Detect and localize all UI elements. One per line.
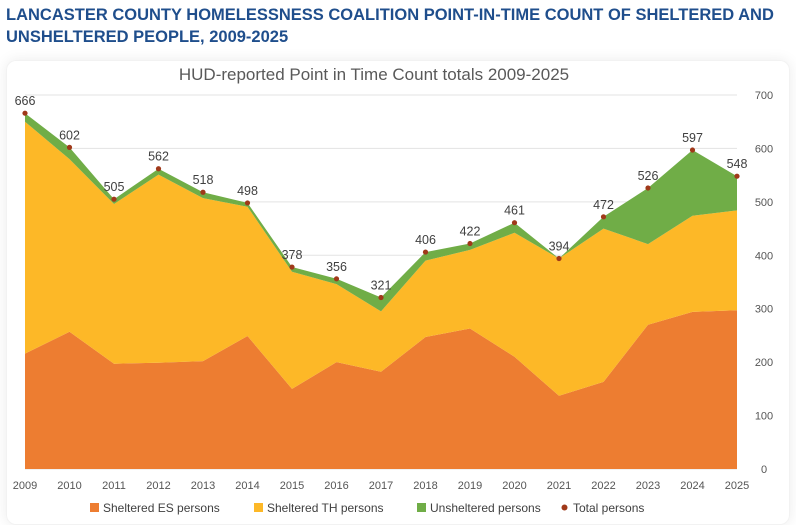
total-marker: [66, 144, 73, 150]
x-tick-label: 2022: [591, 480, 615, 492]
x-tick-label: 2012: [146, 480, 170, 492]
legend-swatch: [254, 503, 263, 512]
legend-label: Sheltered ES persons: [103, 501, 220, 515]
total-data-label: 602: [59, 128, 80, 142]
legend-swatch: [90, 503, 99, 512]
x-tick-label: 2021: [547, 480, 571, 492]
legend-item: Sheltered ES persons: [90, 501, 220, 515]
y-tick-label: 100: [755, 411, 773, 423]
x-tick-label: 2014: [235, 480, 259, 492]
area-sheltered-es-persons: [25, 310, 737, 469]
y-tick-label: 300: [755, 304, 773, 316]
x-tick-label: 2013: [191, 480, 215, 492]
total-data-label: 472: [593, 198, 614, 212]
total-marker: [734, 173, 740, 179]
total-data-label: 505: [104, 180, 125, 194]
legend-label: Unsheltered persons: [430, 501, 541, 515]
stacked-area-chart: HUD-reported Point in Time Count totals …: [13, 65, 773, 515]
series-areas: [25, 113, 737, 469]
total-data-label: 548: [727, 157, 748, 171]
x-tick-label: 2009: [13, 480, 37, 492]
total-marker: [333, 276, 340, 282]
y-tick-label: 600: [755, 143, 773, 155]
heading-line-1: LANCASTER COUNTY HOMELESSNESS COALITION …: [6, 6, 774, 24]
legend-item: Sheltered TH persons: [254, 501, 384, 515]
chart-title: HUD-reported Point in Time Count totals …: [179, 65, 569, 84]
legend: Sheltered ES persons Sheltered TH persons…: [90, 501, 644, 515]
y-tick-label: 700: [755, 90, 773, 102]
total-data-label: 422: [460, 225, 481, 239]
total-data-label: 461: [504, 204, 525, 218]
total-data-label: 378: [282, 248, 303, 262]
x-tick-label: 2023: [636, 480, 660, 492]
total-data-label: 394: [549, 239, 570, 253]
y-tick-label: 0: [761, 464, 767, 476]
heading-line-2: UNSHELTERED PEOPLE, 2009-2025: [6, 28, 289, 46]
x-axis-ticks: 2009 2010 2011 2012 2013 2014 2015 2016 2017 2018…: [13, 480, 749, 492]
x-tick-label: 2019: [458, 480, 482, 492]
total-marker: [200, 189, 206, 195]
total-data-label: 406: [415, 233, 436, 247]
total-marker: [689, 147, 696, 153]
total-marker: [600, 214, 607, 220]
x-tick-label: 2017: [369, 480, 393, 492]
total-marker: [111, 196, 117, 202]
x-tick-label: 2018: [413, 480, 437, 492]
x-tick-label: 2024: [680, 480, 704, 492]
total-data-labels: 666 602 505 562 518 498 378 356 321 406 422 461 394 4…: [15, 94, 748, 292]
y-tick-label: 500: [755, 197, 773, 209]
legend-label: Sheltered TH persons: [267, 501, 384, 515]
total-marker: [556, 255, 562, 262]
total-data-label: 498: [237, 184, 258, 198]
x-tick-label: 2020: [502, 480, 526, 492]
page-heading: LANCASTER COUNTY HOMELESSNESS COALITION …: [6, 4, 790, 48]
total-marker: [467, 240, 473, 247]
total-marker: [155, 166, 162, 172]
legend-swatch: [417, 503, 426, 512]
total-marker: [511, 220, 518, 226]
x-tick-label: 2025: [725, 480, 749, 492]
total-marker: [378, 294, 384, 301]
area-sheltered-th-persons: [25, 121, 737, 396]
total-data-label: 321: [371, 278, 392, 292]
total-data-label: 562: [148, 150, 169, 164]
x-tick-label: 2015: [280, 480, 304, 492]
x-tick-label: 2011: [102, 480, 126, 492]
total-marker: [422, 249, 429, 255]
total-marker: [244, 200, 251, 206]
total-data-label: 597: [682, 131, 703, 145]
y-tick-label: 400: [755, 250, 773, 262]
total-data-label: 526: [638, 169, 659, 183]
total-marker: [645, 185, 651, 191]
x-tick-label: 2016: [324, 480, 348, 492]
legend-item: Total persons: [561, 501, 644, 515]
chart-panel: HUD-reported Point in Time Count totals …: [6, 60, 790, 525]
total-data-label: 518: [193, 173, 214, 187]
legend-marker: [561, 504, 568, 511]
total-data-label: 356: [326, 260, 347, 274]
x-tick-label: 2010: [57, 480, 81, 492]
y-tick-label: 200: [755, 357, 773, 369]
total-data-label: 666: [15, 94, 36, 108]
total-marker: [22, 110, 28, 116]
total-marker: [289, 264, 295, 270]
legend-label: Total persons: [573, 501, 644, 515]
y-axis-ticks: 0 100 200 300 400 500 600 700: [755, 90, 773, 476]
total-markers: [22, 110, 740, 301]
legend-item: Unsheltered persons: [417, 501, 541, 515]
